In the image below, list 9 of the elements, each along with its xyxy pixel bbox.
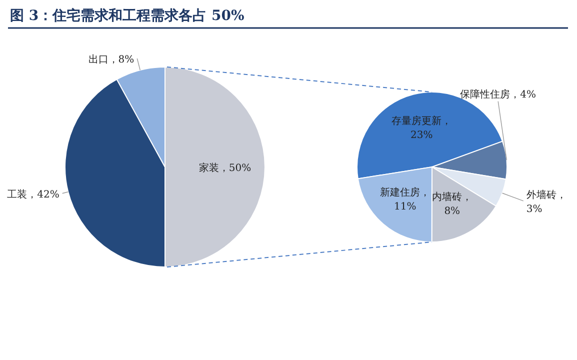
slice-label: 家装，50% [198, 162, 252, 174]
slice-label: 工装，42% [7, 188, 60, 200]
slice-label: 外墙砖，3% [526, 188, 566, 215]
slice-label: 出口，8% [88, 54, 134, 66]
slice-label: 保障性住房，4% [460, 88, 536, 100]
chart-title: 图 3：住宅需求和工程需求各占 50% [10, 7, 244, 24]
slice-label: 存量房更新，23% [392, 115, 452, 142]
slice-label: 内墙砖，8% [432, 191, 472, 218]
slice-label: 新建住房，11% [380, 186, 430, 212]
